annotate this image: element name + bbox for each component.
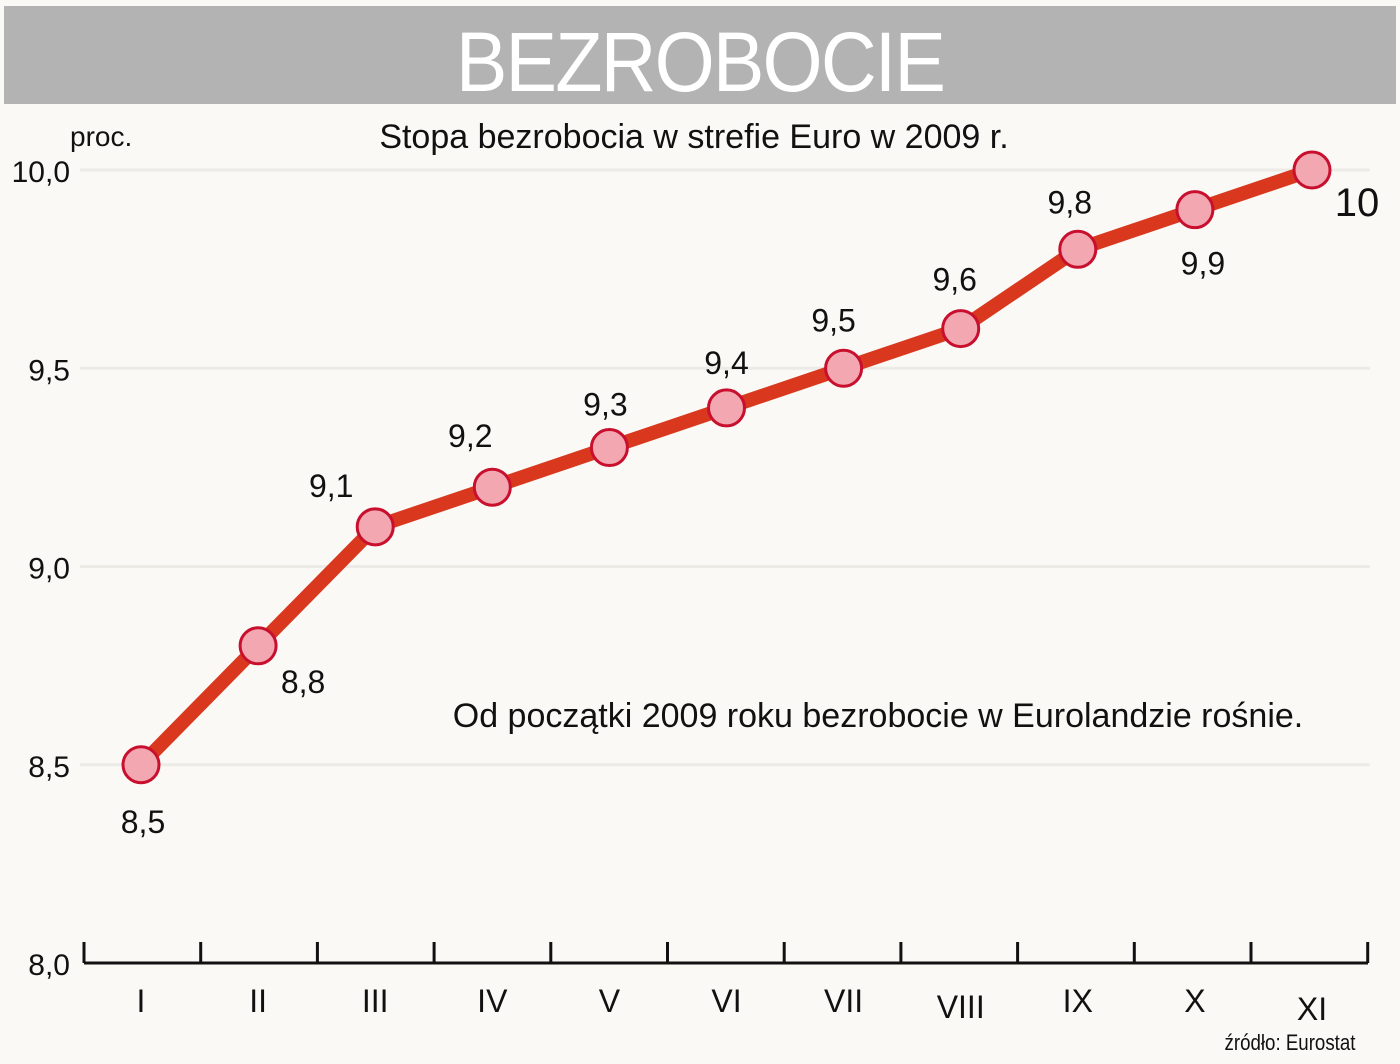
- data-point: [707, 388, 746, 428]
- x-tick-label: IV: [477, 983, 508, 1019]
- x-tick-label: III: [362, 983, 389, 1019]
- x-tick-label: I: [137, 983, 146, 1019]
- title-banner: BEZROBOCIE: [4, 6, 1396, 109]
- annotation: Od początki 2009 roku bezrobocie w Eurol…: [453, 697, 1303, 735]
- x-tick-label: VI: [711, 983, 741, 1019]
- x-tick-label: X: [1184, 983, 1205, 1019]
- data-label: 8,5: [121, 804, 165, 840]
- data-label: 9,5: [811, 302, 855, 338]
- y-tick-label: 8,0: [28, 949, 70, 982]
- data-label: 9,4: [704, 345, 748, 381]
- data-label: 9,1: [309, 468, 353, 504]
- x-tick-label: XI: [1297, 991, 1327, 1027]
- x-tick-label: VIII: [937, 989, 985, 1025]
- y-tick-label: 8,5: [28, 751, 70, 784]
- data-label: 9,6: [932, 262, 976, 298]
- y-tick-label: 9,5: [28, 354, 70, 387]
- chart-title: Stopa bezrobocia w strefie Euro w 2009 r…: [379, 118, 1008, 156]
- data-point: [472, 467, 512, 507]
- data-point: [121, 745, 161, 785]
- data-label: 8,8: [281, 664, 325, 700]
- data-point: [824, 348, 864, 388]
- data-point: [1058, 229, 1098, 269]
- data-label: 9,3: [583, 387, 627, 423]
- data-point: [589, 428, 629, 468]
- data-point: [1292, 150, 1332, 190]
- data-point: [238, 626, 278, 666]
- x-tick-label: II: [249, 983, 267, 1019]
- data-label: 9,9: [1181, 246, 1225, 282]
- y-axis-label: proc.: [70, 121, 132, 152]
- x-tick-label: V: [599, 983, 621, 1019]
- banner-title: BEZROBOCIE: [455, 15, 946, 109]
- y-tick-label: 9,0: [28, 553, 70, 586]
- source-note: źródło: Eurostat: [1225, 1032, 1356, 1056]
- data-point: [941, 309, 981, 349]
- y-tick-label: 10,0: [12, 156, 70, 189]
- data-label: 9,8: [1048, 184, 1092, 220]
- data-label: 10: [1335, 181, 1380, 225]
- x-tick-label: VII: [824, 983, 863, 1019]
- x-tick-label: IX: [1063, 983, 1093, 1019]
- data-point: [1175, 190, 1215, 230]
- data-point: [355, 507, 395, 547]
- data-label: 9,2: [448, 418, 492, 454]
